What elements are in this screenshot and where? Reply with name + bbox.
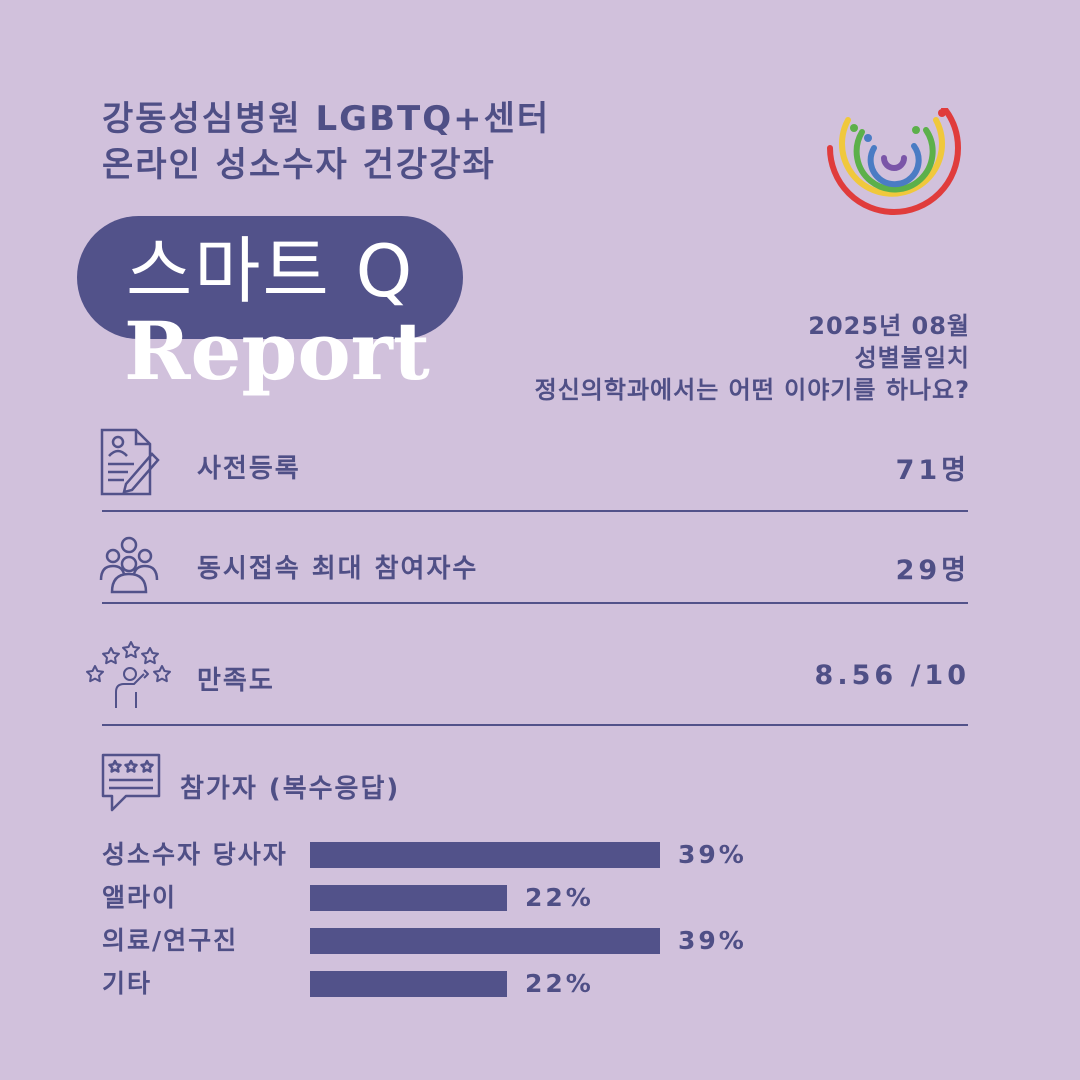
title-pill: [77, 216, 463, 339]
header-line-2: 온라인 성소수자 건강강좌: [102, 145, 496, 185]
bar-label: 기타: [102, 969, 153, 998]
participants-title: 참가자 (복수응답): [180, 774, 401, 804]
registration-form-icon: [100, 428, 160, 496]
concurrent-value: 29명: [895, 555, 970, 586]
lecture-meta: 2025년 08월 성별불일치 정신의학과에서는 어떤 이야기를 하나요?: [535, 310, 970, 406]
bar: [310, 842, 660, 868]
divider: [102, 724, 968, 726]
registration-value: 71명: [895, 455, 970, 486]
group-users-icon: [99, 536, 159, 594]
registration-label: 사전등록: [197, 454, 301, 484]
bar-value-label: 39%: [678, 840, 747, 869]
header-line-1: 강동성심병원 LGBTQ+센터: [102, 99, 551, 139]
lecture-topic: 성별불일치: [854, 344, 970, 372]
lecture-date: 2025년 08월: [808, 312, 970, 340]
rainbow-logo-icon: [827, 108, 962, 215]
bar-label: 앨라이: [102, 883, 178, 912]
review-speech-icon: [101, 753, 161, 812]
bar-value-label: 22%: [525, 969, 594, 998]
bar-value-label: 39%: [678, 926, 747, 955]
bar: [310, 928, 660, 954]
satisfaction-label: 만족도: [197, 666, 275, 696]
smart-q-title: 스마트 Q: [126, 229, 415, 313]
divider: [102, 510, 968, 512]
satisfaction-value: 8.56 /10: [814, 660, 970, 691]
bar-label: 의료/연구진: [102, 926, 239, 955]
divider: [102, 602, 968, 604]
bar-value-label: 22%: [525, 883, 594, 912]
bar: [310, 885, 507, 911]
bar-label: 성소수자 당사자: [102, 840, 288, 869]
concurrent-label: 동시접속 최대 참여자수: [197, 554, 479, 584]
star-rating-icon: [86, 641, 171, 708]
report-subtitle: Report: [124, 304, 430, 398]
header-title: 강동성심병원 LGBTQ+센터 온라인 성소수자 건강강좌: [102, 96, 550, 188]
lecture-question: 정신의학과에서는 어떤 이야기를 하나요?: [534, 376, 970, 404]
bar: [310, 971, 507, 997]
